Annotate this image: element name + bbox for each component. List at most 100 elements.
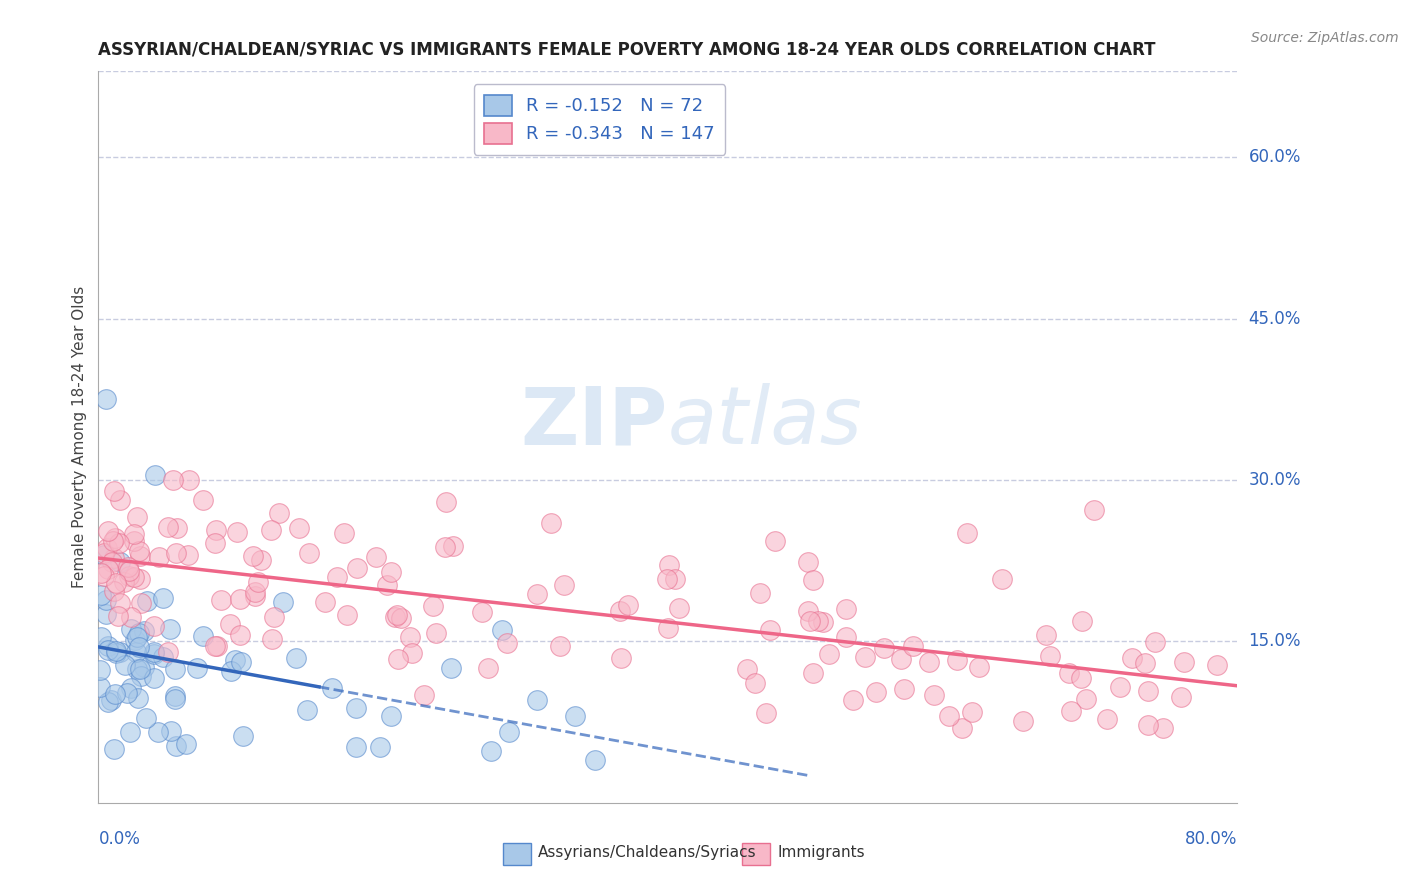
Point [1170,690,1192,704]
Point [105,644,128,658]
Point [103,551,125,566]
Point [609,604,631,618]
FancyBboxPatch shape [742,843,770,865]
Point [104,576,127,591]
Point [231,655,253,669]
Point [969,660,991,674]
Point [152,650,174,665]
Point [526,693,548,707]
Point [387,652,409,666]
Point [440,660,463,674]
Point [117,560,139,574]
Point [924,688,946,702]
Point [160,723,183,738]
Point [174,737,197,751]
Point [477,660,499,674]
Point [344,739,367,754]
Point [148,550,170,565]
Point [918,655,941,669]
Point [890,652,912,666]
Point [118,569,141,583]
Point [108,645,131,659]
Legend: R = -0.152   N = 72, R = -0.343   N = 147: R = -0.152 N = 72, R = -0.343 N = 147 [474,84,725,154]
Point [128,543,150,558]
Point [89,663,111,677]
Point [401,646,423,660]
Point [664,572,686,586]
Point [1070,672,1092,686]
Point [114,657,136,672]
Point [191,629,214,643]
Point [735,662,758,676]
Point [873,640,896,655]
Point [380,565,402,579]
Point [128,626,150,640]
Point [143,644,166,658]
Point [893,681,915,696]
Point [375,578,398,592]
Point [273,595,295,609]
Point [991,572,1014,586]
Point [228,628,250,642]
Point [332,526,354,541]
Point [336,607,359,622]
Point [583,753,606,767]
Point [326,570,349,584]
Point [97,639,120,653]
Point [471,605,494,619]
Point [166,520,188,534]
Point [759,624,782,638]
Point [657,572,679,586]
Point [148,724,170,739]
Point [1057,665,1080,680]
Point [243,589,266,603]
Point [835,630,858,644]
Point [1060,704,1083,718]
Point [491,623,513,637]
Point [807,615,830,629]
Point [93,545,115,559]
Point [127,509,149,524]
Point [104,687,127,701]
Point [260,523,283,537]
Point [834,602,856,616]
Point [434,494,457,508]
Point [103,742,125,756]
Point [817,648,839,662]
Point [865,685,887,699]
Point [90,566,112,580]
FancyBboxPatch shape [503,843,531,865]
Point [811,615,834,630]
Point [231,729,253,743]
Point [122,526,145,541]
Point [801,666,824,681]
Point [481,743,503,757]
Point [364,549,387,564]
Text: 30.0%: 30.0% [1249,471,1301,489]
Point [129,662,152,676]
Point [120,724,142,739]
Point [93,568,115,582]
Point [166,739,188,754]
Point [380,708,402,723]
Point [157,519,180,533]
Point [89,680,111,694]
Point [763,534,786,549]
Point [799,614,821,628]
Point [103,583,125,598]
Text: 60.0%: 60.0% [1249,148,1301,167]
Point [105,646,128,660]
Point [553,578,575,592]
Text: 80.0%: 80.0% [1185,830,1237,847]
Point [224,653,246,667]
Point [246,574,269,589]
Point [145,467,167,482]
Point [540,516,562,530]
Point [1205,658,1227,673]
Point [422,599,444,614]
Point [204,640,226,654]
Point [441,539,464,553]
Point [132,659,155,673]
Point [564,709,586,723]
Point [1039,649,1062,664]
